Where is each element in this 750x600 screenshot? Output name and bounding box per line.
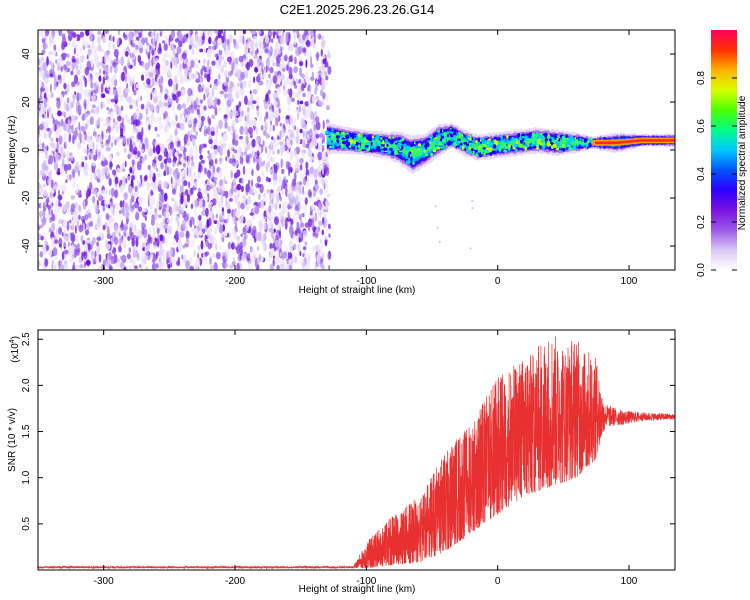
colorbar-gradient bbox=[711, 30, 737, 270]
snr-frame bbox=[37, 329, 676, 571]
spectrogram-y-tick-label: 0 bbox=[21, 147, 32, 153]
snr-x-tick-label: 100 bbox=[621, 576, 638, 587]
spectrogram-x-tick-label: -200 bbox=[225, 276, 245, 287]
spectrogram-y-axis: -40 -20 0 20 40 bbox=[21, 48, 675, 253]
snr-scale-suffix: ) bbox=[10, 336, 21, 339]
snr-x-tick-label: -100 bbox=[356, 576, 376, 587]
spectrogram-x-tick-label: 0 bbox=[495, 276, 501, 287]
spectrogram-y-label: Frequency (Hz) bbox=[7, 116, 18, 185]
snr-y-tick-label: 1.0 bbox=[21, 470, 32, 484]
spectrogram-x-label: Height of straight line (km) bbox=[299, 285, 416, 296]
snr-scale-exponent: 4 bbox=[9, 339, 16, 343]
spectrogram-outlier bbox=[471, 199, 474, 203]
colorbar: 0.0 0.2 0.4 0.6 0.8 Normalized spectral ampl… bbox=[696, 30, 748, 277]
snr-scale-prefix: (x10 bbox=[10, 343, 21, 363]
spectrogram-signal-band bbox=[325, 121, 675, 250]
snr-x-axis: -300 -200 -100 0 100 bbox=[94, 330, 638, 587]
colorbar-label: Normalized spectral amplitude bbox=[737, 95, 748, 230]
snr-y-tick-label: 0.5 bbox=[21, 516, 32, 530]
spectrogram-x-tick-label: 100 bbox=[621, 276, 638, 287]
spectrogram-outlier bbox=[438, 240, 441, 243]
spectrogram-y-tick-label: -20 bbox=[21, 190, 32, 205]
colorbar-axis: 0.0 0.2 0.4 0.6 0.8 bbox=[696, 71, 737, 277]
spectrogram-outlier bbox=[434, 205, 437, 208]
spectrogram-outlier bbox=[471, 206, 474, 210]
spectrogram-x-tick-label: -100 bbox=[356, 276, 376, 287]
snr-y-label: SNR (10 * v/v) bbox=[7, 408, 18, 472]
spectrogram-band-peak bbox=[594, 139, 675, 145]
snr-series-line bbox=[38, 336, 675, 570]
spectrogram-y-tick-label: -40 bbox=[21, 238, 32, 253]
colorbar-tick-label: 0.8 bbox=[696, 71, 707, 85]
snr-x-label: Height of straight line (km) bbox=[299, 584, 416, 595]
snr-x-tick-label: -300 bbox=[94, 576, 114, 587]
snr-x-tick-label: 0 bbox=[495, 576, 501, 587]
spectrogram-y-tick-label: 40 bbox=[21, 48, 32, 60]
snr-x-tick-label: -200 bbox=[225, 576, 245, 587]
colorbar-tick-label: 0.0 bbox=[696, 263, 707, 277]
colorbar-tick-label: 0.4 bbox=[696, 167, 707, 181]
spectrogram-y-tick-label: 20 bbox=[21, 96, 32, 108]
spectrogram-outlier bbox=[469, 247, 472, 250]
colorbar-tick-label: 0.2 bbox=[696, 215, 707, 229]
snr-y-axis: 0.5 1.0 1.5 2.0 2.5 bbox=[21, 332, 675, 531]
snr-y-tick-label: 2.0 bbox=[21, 378, 32, 392]
snr-scale-label: (x104) bbox=[9, 336, 21, 363]
chart-title: C2E1.2025.296.23.26.G14 bbox=[280, 2, 435, 17]
spectrogram-outlier bbox=[436, 226, 439, 229]
snr-y-tick-label: 2.5 bbox=[21, 332, 32, 346]
snr-y-tick-label: 1.5 bbox=[21, 424, 32, 438]
snr-panel: -300 -200 -100 0 100 0.5 1.0 1.5 2.0 2.5 Height … bbox=[7, 329, 676, 595]
spectrogram-noise-region bbox=[38, 30, 332, 270]
spectrogram-x-axis: -300 -200 -100 0 100 bbox=[94, 30, 638, 287]
colorbar-tick-label: 0.6 bbox=[696, 119, 707, 133]
spectrogram-x-tick-label: -300 bbox=[94, 276, 114, 287]
